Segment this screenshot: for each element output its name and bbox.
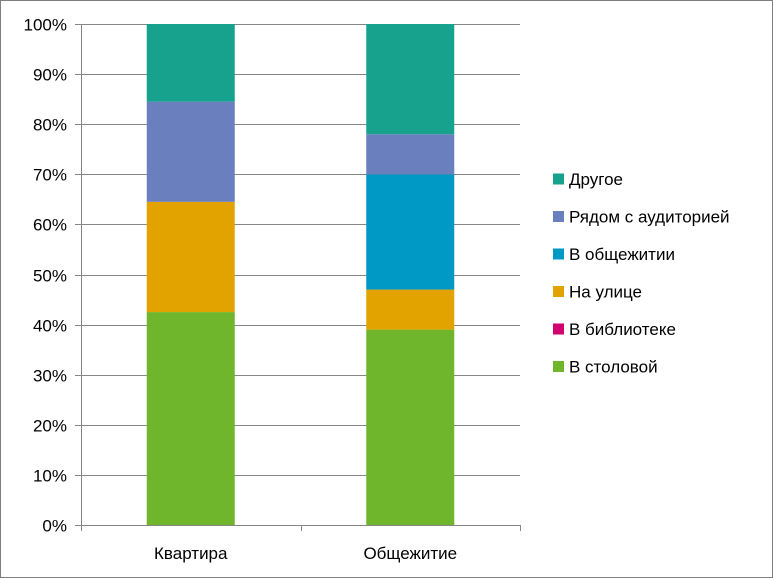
legend-label: В столовой — [569, 358, 658, 377]
bar-segment-на-улице — [146, 201, 235, 313]
bar-segment-другое — [366, 24, 455, 135]
y-tick-label: 50% — [33, 267, 67, 286]
bar-segment-в-столовой — [366, 329, 455, 525]
legend-label: В общежитии — [569, 245, 675, 264]
legend-swatch-в-библиотеке — [553, 323, 564, 335]
x-category-label: Квартира — [154, 544, 228, 563]
legend-label: Другое — [569, 170, 623, 189]
bar-segment-в-общежитии — [366, 174, 455, 290]
bar-segment-в-столовой — [146, 312, 235, 525]
y-tick-label: 100% — [24, 16, 67, 35]
legend-label: На улице — [569, 283, 642, 302]
y-tick-label: 30% — [33, 367, 67, 386]
y-tick-label: 90% — [33, 66, 67, 85]
bar-segment-на-улице — [366, 289, 455, 330]
legend-swatch-другое — [553, 173, 564, 185]
legend-swatch-в-общежитии — [553, 248, 564, 260]
legend-label: Рядом с аудиторией — [569, 208, 730, 227]
bar-segment-рядом-с-аудиторией — [366, 134, 455, 175]
bars — [146, 24, 455, 525]
legend-label: В библиотеке — [569, 320, 676, 339]
y-tick-label: 70% — [33, 166, 67, 185]
y-tick-label: 60% — [33, 216, 67, 235]
y-tick-label: 10% — [33, 467, 67, 486]
legend: Другое Рядом с аудиторией В общежитии На ул… — [553, 170, 730, 377]
x-category-label: Общежитие — [363, 544, 457, 563]
legend-swatch-на-улице — [553, 286, 564, 297]
axes: 0% 10% 20% 30% 40% 50% 60% 70% 80% 90% 100% Квартир… — [24, 16, 521, 563]
y-tick-label: 0% — [42, 517, 67, 536]
bar-segment-рядом-с-аудиторией — [146, 101, 235, 202]
bar-segment-другое — [146, 24, 235, 102]
legend-swatch-рядом-с-аудиторией — [553, 211, 564, 222]
y-tick-label: 20% — [33, 417, 67, 436]
y-tick-label: 40% — [33, 317, 67, 336]
y-tick-label: 80% — [33, 116, 67, 135]
legend-swatch-в-столовой — [553, 361, 564, 372]
